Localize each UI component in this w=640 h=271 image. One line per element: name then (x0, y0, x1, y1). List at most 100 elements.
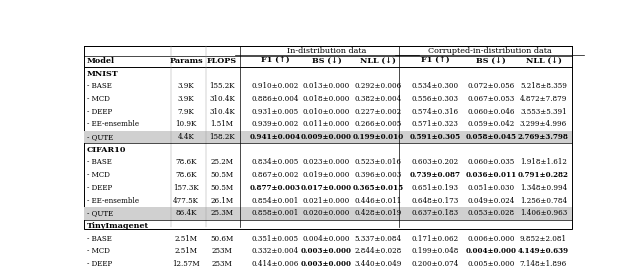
Text: 4.4K: 4.4K (178, 133, 195, 141)
Text: 158.2K: 158.2K (209, 133, 235, 141)
Text: 0.574±0.316: 0.574±0.316 (412, 108, 458, 116)
Text: 3.553±5.391: 3.553±5.391 (520, 108, 567, 116)
Text: 0.018±0.000: 0.018±0.000 (303, 95, 350, 103)
Text: 50.5M: 50.5M (211, 171, 234, 179)
Text: 0.834±0.005: 0.834±0.005 (252, 159, 299, 166)
Text: 0.446±0.011: 0.446±0.011 (355, 196, 402, 205)
Text: - BASE: - BASE (87, 235, 112, 243)
Text: 0.023±0.000: 0.023±0.000 (303, 159, 350, 166)
Text: 0.867±0.002: 0.867±0.002 (252, 171, 299, 179)
Text: 7.9K: 7.9K (178, 108, 195, 116)
Text: 0.020±0.000: 0.020±0.000 (303, 209, 350, 217)
Text: 0.332±0.004: 0.332±0.004 (252, 247, 299, 255)
Text: 0.051±0.030: 0.051±0.030 (467, 184, 515, 192)
Text: 25.2M: 25.2M (211, 159, 234, 166)
Text: 0.382±0.004: 0.382±0.004 (355, 95, 402, 103)
Bar (84, 207, 572, 220)
Text: 0.428±0.019: 0.428±0.019 (355, 209, 402, 217)
Text: MNIST: MNIST (87, 70, 119, 78)
Text: - QUTE: - QUTE (87, 133, 113, 141)
Text: 12.57M: 12.57M (172, 260, 200, 268)
Text: 1.348±0.994: 1.348±0.994 (520, 184, 567, 192)
Text: 0.021±0.000: 0.021±0.000 (303, 196, 350, 205)
Text: 0.005±0.000: 0.005±0.000 (467, 260, 515, 268)
Text: BS (↓): BS (↓) (476, 57, 506, 65)
Text: 0.648±0.173: 0.648±0.173 (412, 196, 459, 205)
Text: 50.5M: 50.5M (211, 184, 234, 192)
Text: 1.406±0.963: 1.406±0.963 (520, 209, 567, 217)
Text: 0.072±0.056: 0.072±0.056 (467, 82, 515, 90)
Text: 0.858±0.001: 0.858±0.001 (252, 209, 299, 217)
Text: 4.149±0.639: 4.149±0.639 (518, 247, 569, 255)
Text: 310.4K: 310.4K (209, 95, 235, 103)
Text: 0.292±0.006: 0.292±0.006 (355, 82, 402, 90)
Text: 3.440±0.049: 3.440±0.049 (355, 260, 402, 268)
Text: 253M: 253M (211, 247, 232, 255)
Text: 0.060±0.046: 0.060±0.046 (467, 108, 515, 116)
Text: Model: Model (87, 57, 115, 65)
Text: 3.299±4.996: 3.299±4.996 (520, 120, 567, 128)
Text: 0.067±0.053: 0.067±0.053 (467, 95, 515, 103)
Text: NLL (↓): NLL (↓) (525, 57, 561, 65)
Text: F1 (↑): F1 (↑) (420, 57, 449, 65)
Text: 0.009±0.000: 0.009±0.000 (301, 133, 352, 141)
Text: 0.351±0.005: 0.351±0.005 (252, 235, 299, 243)
Text: 0.523±0.016: 0.523±0.016 (355, 159, 402, 166)
Text: 3.9K: 3.9K (178, 95, 195, 103)
Text: Params: Params (170, 57, 203, 65)
Text: 0.199±0.010: 0.199±0.010 (353, 133, 404, 141)
Text: 0.227±0.002: 0.227±0.002 (355, 108, 402, 116)
Text: 0.910±0.002: 0.910±0.002 (252, 82, 299, 90)
Text: 26.1M: 26.1M (211, 196, 234, 205)
Text: 5.218±8.359: 5.218±8.359 (520, 82, 567, 90)
Text: 1.918±1.612: 1.918±1.612 (520, 159, 567, 166)
Text: - MCD: - MCD (87, 171, 110, 179)
Bar (84, 46, 572, 229)
Text: 0.651±0.193: 0.651±0.193 (412, 184, 458, 192)
Text: 0.739±0.087: 0.739±0.087 (410, 171, 460, 179)
Text: 50.6M: 50.6M (210, 235, 234, 243)
Text: 0.939±0.002: 0.939±0.002 (252, 120, 299, 128)
Text: 477.5K: 477.5K (173, 196, 199, 205)
Text: 0.854±0.001: 0.854±0.001 (252, 196, 299, 205)
Text: 0.013±0.000: 0.013±0.000 (303, 82, 350, 90)
Text: 0.060±0.035: 0.060±0.035 (467, 159, 515, 166)
Text: 310.4K: 310.4K (209, 108, 235, 116)
Text: 0.003±0.000: 0.003±0.000 (301, 247, 352, 255)
Text: 0.049±0.024: 0.049±0.024 (467, 196, 515, 205)
Text: 0.266±0.005: 0.266±0.005 (355, 120, 402, 128)
Text: - EE-ensemble: - EE-ensemble (87, 120, 139, 128)
Text: 0.058±0.045: 0.058±0.045 (465, 133, 516, 141)
Text: 0.171±0.062: 0.171±0.062 (412, 235, 458, 243)
Text: 0.011±0.000: 0.011±0.000 (303, 120, 350, 128)
Text: TinyImagenet: TinyImagenet (87, 222, 149, 230)
Text: 10.9K: 10.9K (175, 120, 197, 128)
Text: 7.148±1.896: 7.148±1.896 (520, 260, 567, 268)
Text: Corrupted-in-distribution data: Corrupted-in-distribution data (428, 47, 552, 55)
Text: 0.603±0.202: 0.603±0.202 (412, 159, 458, 166)
Text: 0.365±0.015: 0.365±0.015 (353, 184, 404, 192)
Text: - DEEP: - DEEP (87, 108, 112, 116)
Text: - QUTE: - QUTE (87, 209, 113, 217)
Text: 25.3M: 25.3M (211, 209, 234, 217)
Text: - BASE: - BASE (87, 159, 112, 166)
Text: FLOPS: FLOPS (207, 57, 237, 65)
Text: CIFAR10: CIFAR10 (87, 146, 126, 154)
Text: 1.51M: 1.51M (211, 120, 234, 128)
Text: 0.003±0.000: 0.003±0.000 (301, 260, 352, 268)
Text: 78.6K: 78.6K (175, 159, 197, 166)
Text: 0.534±0.300: 0.534±0.300 (412, 82, 458, 90)
Text: 0.791±0.282: 0.791±0.282 (518, 171, 569, 179)
Text: - MCD: - MCD (87, 95, 110, 103)
Text: 0.010±0.000: 0.010±0.000 (303, 108, 350, 116)
Text: 1.256±0.784: 1.256±0.784 (520, 196, 567, 205)
Text: NLL (↓): NLL (↓) (360, 57, 396, 65)
Text: 0.877±0.003: 0.877±0.003 (250, 184, 301, 192)
Text: 0.200±0.074: 0.200±0.074 (412, 260, 459, 268)
Text: 0.591±0.305: 0.591±0.305 (410, 133, 461, 141)
Text: 253M: 253M (211, 260, 232, 268)
Text: 0.053±0.028: 0.053±0.028 (467, 209, 515, 217)
Text: 0.004±0.000: 0.004±0.000 (465, 247, 516, 255)
Text: BS (↓): BS (↓) (312, 57, 341, 65)
Text: 0.886±0.004: 0.886±0.004 (252, 95, 299, 103)
